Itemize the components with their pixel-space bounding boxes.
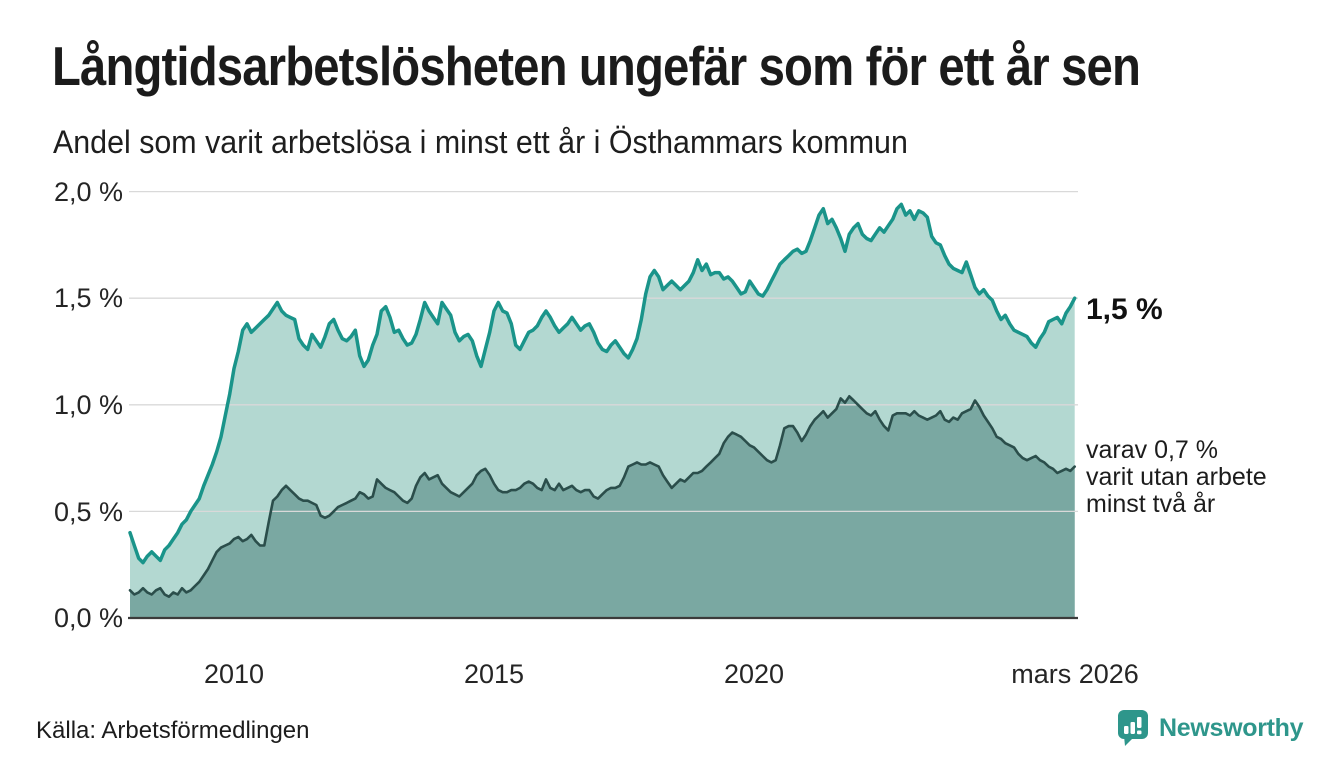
newsworthy-logo-icon [1118, 710, 1148, 746]
y-tick-label: 1,0 % [53, 390, 123, 420]
area-min-two-years [130, 396, 1075, 618]
x-tick-label: 2020 [723, 659, 785, 689]
x-tick-label: mars 2026 [1011, 659, 1139, 689]
page-title: Långtidsarbetslösheten ungefär som för e… [52, 35, 1141, 97]
y-tick-label: 2,0 % [53, 177, 123, 207]
x-tick-label: 2010 [203, 659, 265, 689]
annotation-line: varav 0,7 % [1086, 436, 1219, 464]
line-min-one-year [128, 202, 1077, 565]
brand-name: Newsworthy [1159, 713, 1304, 742]
annotation-line: varit utan arbete [1086, 463, 1267, 491]
annotation-line: minst två år [1086, 490, 1216, 518]
gridlines [129, 190, 1078, 513]
y-tick-label: 1,5 % [53, 283, 123, 313]
secondary-series-annotation: varav 0,7 % varit utan arbete minst två … [1086, 437, 1267, 518]
x-tick-label: 2015 [463, 659, 525, 689]
newsworthy-brand: Newsworthy [1117, 709, 1304, 747]
series-end-value-label: 1,5 % [1086, 293, 1163, 326]
source-credit: Källa: Arbetsförmedlingen [36, 717, 310, 744]
y-tick-label: 0,0 % [53, 603, 123, 633]
y-tick-label: 0,5 % [53, 497, 123, 527]
chart-subtitle: Andel som varit arbetslösa i minst ett å… [53, 124, 908, 160]
line-min-two-years [128, 395, 1076, 598]
